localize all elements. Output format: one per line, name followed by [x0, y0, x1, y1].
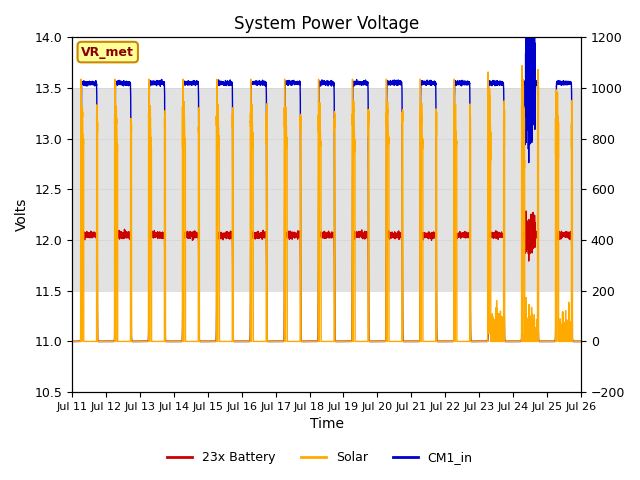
Text: VR_met: VR_met	[81, 46, 134, 59]
Y-axis label: Volts: Volts	[15, 198, 29, 231]
Bar	[72, 88, 581, 291]
Title: System Power Voltage: System Power Voltage	[234, 15, 419, 33]
X-axis label: Time: Time	[310, 418, 344, 432]
Legend: 23x Battery, Solar, CM1_in: 23x Battery, Solar, CM1_in	[163, 446, 477, 469]
